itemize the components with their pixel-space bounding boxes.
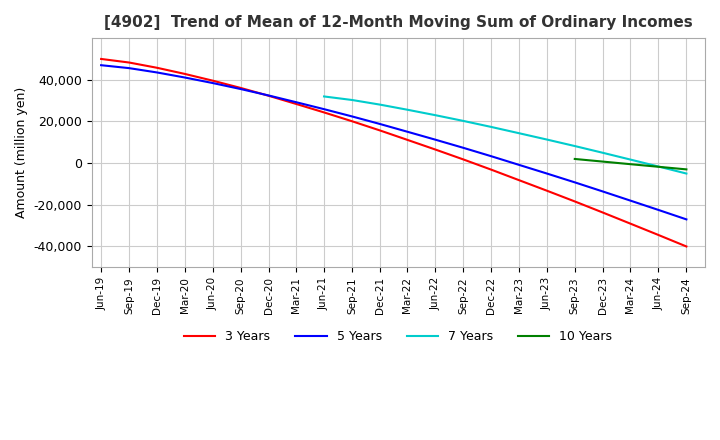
Line: 7 Years: 7 Years	[324, 96, 686, 173]
Title: [4902]  Trend of Mean of 12-Month Moving Sum of Ordinary Incomes: [4902] Trend of Mean of 12-Month Moving …	[104, 15, 693, 30]
Y-axis label: Amount (million yen): Amount (million yen)	[15, 87, 28, 218]
Line: 3 Years: 3 Years	[101, 59, 686, 246]
Line: 10 Years: 10 Years	[575, 159, 686, 169]
Legend: 3 Years, 5 Years, 7 Years, 10 Years: 3 Years, 5 Years, 7 Years, 10 Years	[179, 325, 618, 348]
Line: 5 Years: 5 Years	[101, 65, 686, 220]
